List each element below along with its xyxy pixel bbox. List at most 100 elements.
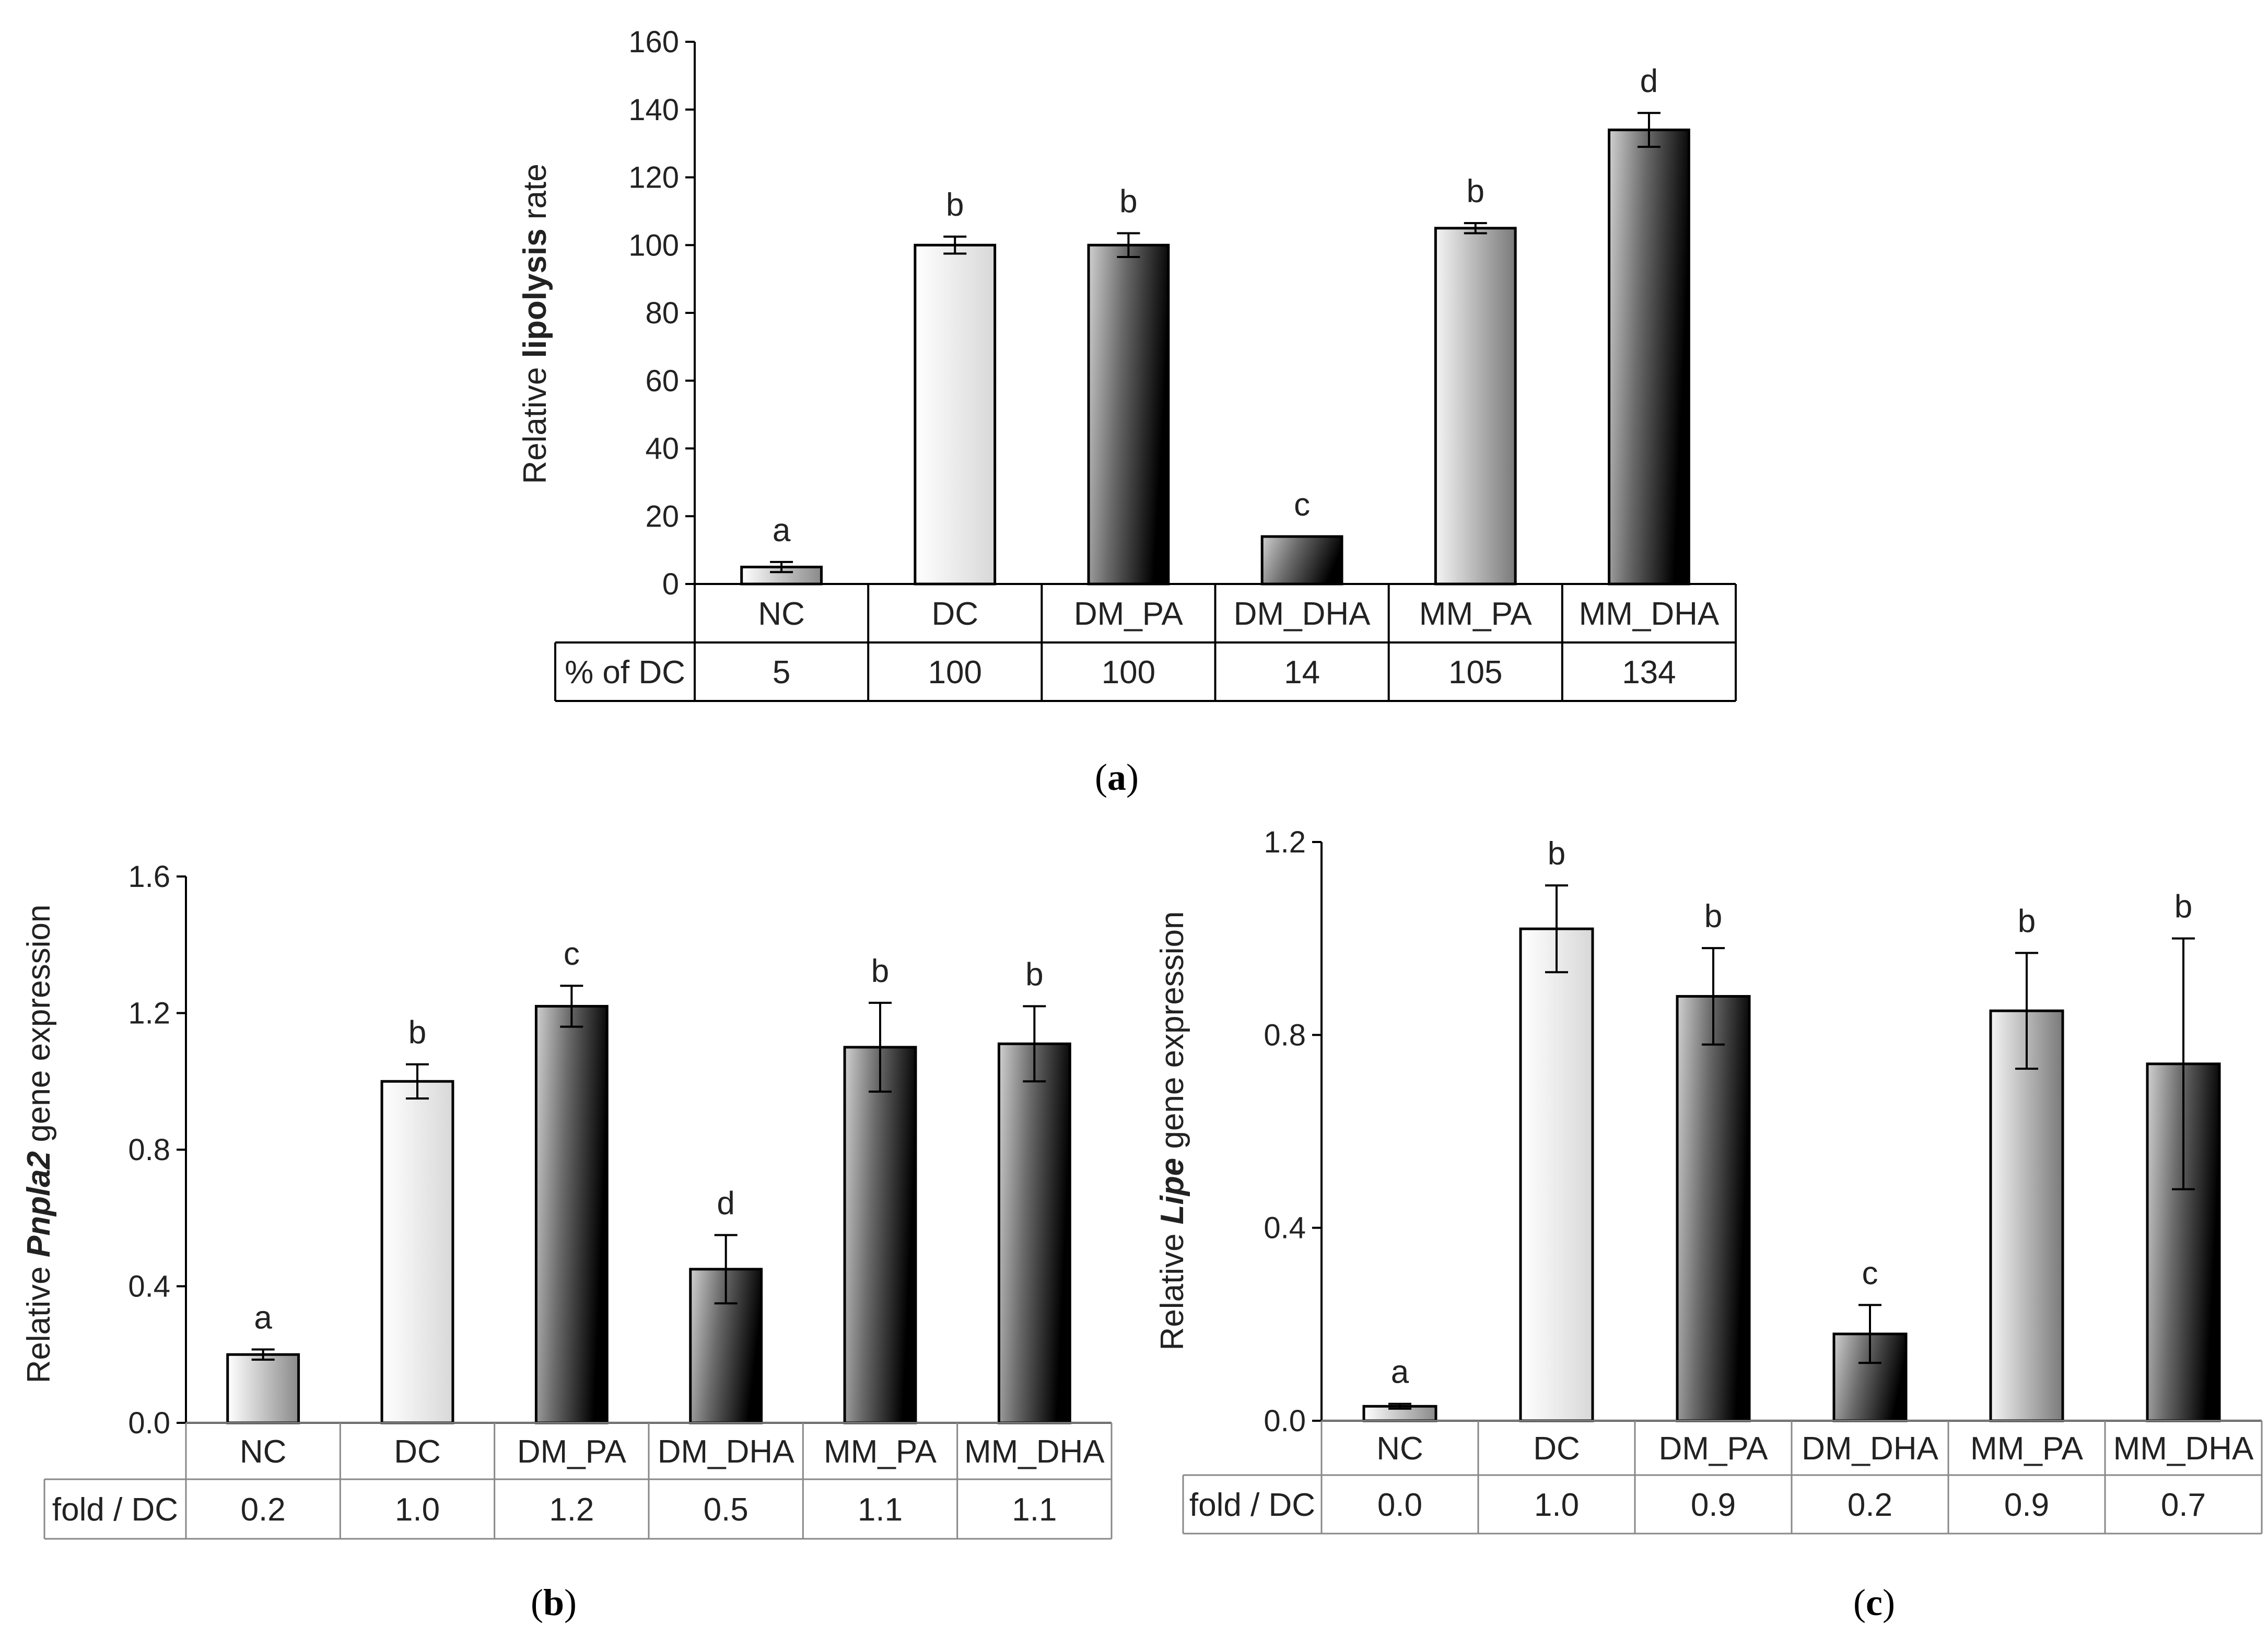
y-tick-label: 0.0 (128, 1406, 170, 1440)
x-category-label: NC (758, 596, 805, 632)
x-category-label: MM_DHA (964, 1434, 1105, 1470)
x-category-label: NC (1376, 1431, 1423, 1467)
table-value: 0.5 (704, 1492, 749, 1528)
significance-label: b (946, 187, 964, 223)
significance-label: b (1467, 173, 1484, 209)
bar-mm-pa (1989, 1009, 2064, 1422)
y-axis-label-part: rate (517, 163, 553, 228)
panel-label: (b) (531, 1582, 577, 1623)
table-value: 134 (1622, 654, 1676, 691)
significance-label: b (1025, 956, 1043, 992)
table-value: 100 (1102, 654, 1155, 691)
y-tick-label: 100 (628, 228, 679, 262)
table-value: 0.9 (2004, 1487, 2049, 1523)
y-axis-label: Relative Pnpla2 gene expression (21, 905, 57, 1384)
panel-label: (c) (1853, 1582, 1895, 1623)
y-tick-label: 0.4 (128, 1270, 170, 1304)
panel-letter: b (543, 1582, 564, 1623)
y-axis-label-emphasis: Pnpla2 (21, 1151, 57, 1257)
y-tick-label: 1.6 (128, 860, 170, 894)
significance-label: b (408, 1015, 426, 1051)
panel-paren: ( (531, 1582, 543, 1623)
significance-label: b (1119, 184, 1137, 220)
y-axis-label-part: gene expression (1154, 911, 1190, 1158)
x-category-label: DM_PA (1074, 596, 1184, 632)
table-value: 5 (773, 654, 790, 691)
y-tick-label: 40 (645, 432, 679, 466)
significance-label: a (773, 512, 791, 548)
y-tick-label: 0 (662, 567, 679, 601)
table-value: 0.7 (2161, 1487, 2206, 1523)
y-axis-label: Relative Lipe gene expression (1154, 911, 1190, 1351)
table-header: % of DC (565, 654, 685, 691)
bar-dm-pa (1676, 995, 1751, 1422)
chart-panel-c: 0.0 0.4 0.8 1.2 Relative Lipe gene expressio… (1154, 825, 2263, 1623)
panel-letter: c (1866, 1582, 1883, 1623)
bar-mm-dha (997, 1042, 1071, 1424)
table-value: 1.1 (858, 1492, 903, 1528)
y-tick-label: 120 (628, 161, 679, 195)
bar-dm-pa (1087, 243, 1170, 586)
table-value: 1.2 (549, 1492, 594, 1528)
panel-paren: ) (1126, 756, 1139, 798)
y-axis-label-part: Relative (1154, 1224, 1190, 1350)
table-value: 0.9 (1691, 1487, 1736, 1523)
y-tick-label: 60 (645, 364, 679, 398)
x-category-label: MM_PA (1419, 596, 1533, 632)
table-header: fold / DC (52, 1492, 178, 1528)
significance-label: b (871, 953, 889, 989)
bar-mm-pa (843, 1046, 917, 1424)
bar-nc (226, 1353, 300, 1424)
x-category-label: DM_DHA (658, 1434, 794, 1470)
y-tick-label: 1.2 (128, 997, 170, 1031)
panel-letter: a (1107, 756, 1126, 798)
y-axis-label-emphasis: lipolysis (517, 228, 553, 358)
significance-label: d (1640, 63, 1658, 99)
y-axis-label-part: Relative (21, 1257, 57, 1383)
y-axis-label-part: Relative (517, 358, 553, 484)
panel-label: (a) (1095, 756, 1139, 798)
y-tick-label: 0.4 (1264, 1211, 1306, 1245)
panel-paren: ( (1095, 756, 1107, 798)
y-tick-label: 0.0 (1264, 1404, 1306, 1438)
table-value: 1.1 (1012, 1492, 1057, 1528)
bar-dm-dha (1260, 535, 1343, 586)
x-category-label: DC (1533, 1431, 1580, 1467)
x-category-label: DM_PA (517, 1434, 627, 1470)
y-axis-label: Relative lipolysis rate (517, 163, 553, 484)
y-tick-label: 80 (645, 296, 679, 330)
y-tick-label: 0.8 (128, 1133, 170, 1167)
x-category-label: DM_PA (1658, 1431, 1768, 1467)
table-header: fold / DC (1189, 1487, 1315, 1523)
x-category-label: MM_PA (824, 1434, 937, 1470)
y-axis-label-emphasis: Lipe (1154, 1158, 1190, 1224)
panel-paren: ( (1853, 1582, 1866, 1623)
significance-label: b (1704, 898, 1722, 934)
table-value: 14 (1284, 654, 1320, 691)
x-category-label: DM_DHA (1234, 596, 1371, 632)
table-value: 1.0 (395, 1492, 440, 1528)
y-tick-label: 0.8 (1264, 1018, 1306, 1052)
significance-label: d (717, 1185, 734, 1221)
bar-mm-pa (1434, 227, 1517, 586)
y-tick-label: 160 (628, 25, 679, 59)
y-axis-label-part: gene expression (21, 905, 57, 1151)
x-category-label: DC (931, 596, 978, 632)
significance-label: c (1294, 487, 1310, 523)
table-value: 0.2 (241, 1492, 286, 1528)
chart-panel-b: 0.0 0.4 0.8 1.2 1.6 Relative Pnpla2 gene expr… (21, 860, 1113, 1623)
table-value: 1.0 (1534, 1487, 1579, 1523)
table-value: 105 (1448, 654, 1502, 691)
x-category-label: NC (240, 1434, 287, 1470)
bar-mm-dha (1608, 128, 1690, 586)
significance-label: a (1391, 1354, 1409, 1390)
panel-paren: ) (1883, 1582, 1895, 1623)
y-tick-label: 140 (628, 93, 679, 127)
significance-label: a (254, 1300, 272, 1336)
significance-label: b (1548, 836, 1565, 872)
x-category-label: DM_DHA (1802, 1431, 1938, 1467)
bar-dc (1519, 927, 1594, 1422)
bar-dm-pa (534, 1004, 609, 1424)
bar-dc (914, 243, 997, 586)
